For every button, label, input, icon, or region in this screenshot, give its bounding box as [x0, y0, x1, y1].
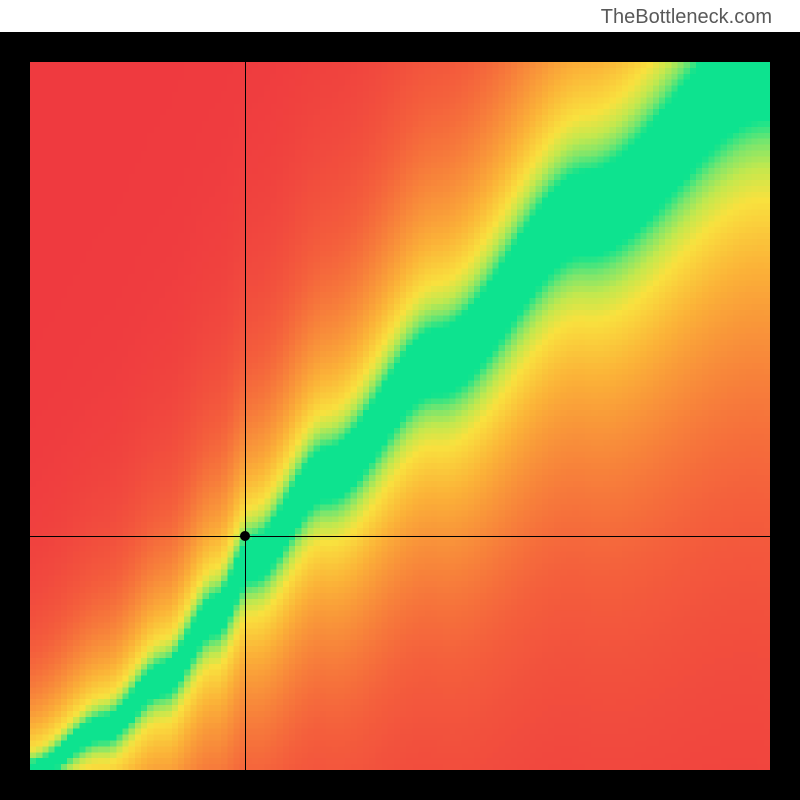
- plot-area: [30, 62, 770, 770]
- heatmap-canvas: [30, 62, 770, 770]
- crosshair-vertical: [245, 62, 246, 770]
- watermark-text: TheBottleneck.com: [601, 6, 772, 29]
- chart-container: TheBottleneck.com: [0, 0, 800, 800]
- chart-frame: [0, 32, 800, 800]
- crosshair-horizontal: [30, 536, 770, 537]
- data-point-marker: [240, 531, 250, 541]
